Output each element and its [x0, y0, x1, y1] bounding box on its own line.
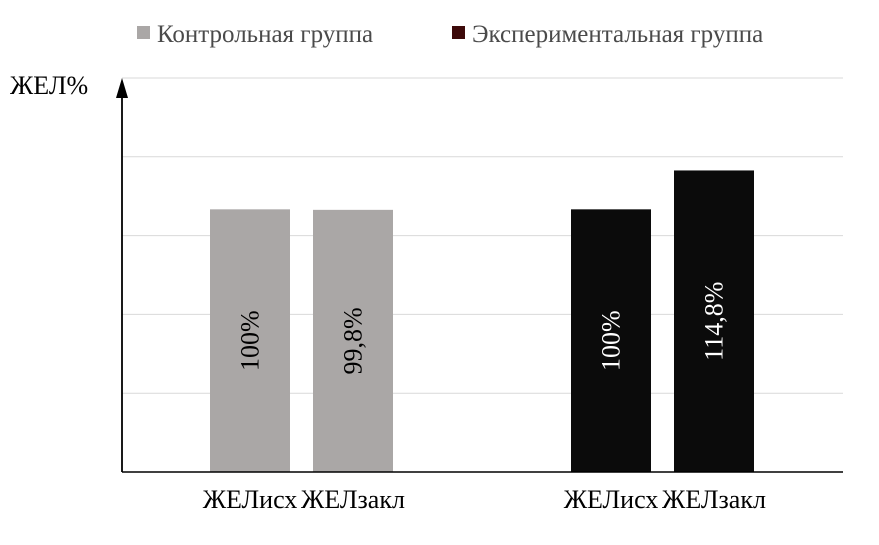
chart-legend: Контрольная группа Экспериментальная груп… [137, 21, 763, 48]
y-axis-arrow-icon [116, 78, 128, 98]
bar-1-2 [313, 209, 393, 472]
category-label-1-1: ЖЕЛисх [203, 485, 298, 514]
category-label-1-2: ЖЕЛзакл [301, 485, 405, 514]
chart-axes [116, 78, 843, 473]
legend-label-1: Контрольная группа [157, 21, 373, 48]
bar-2-1 [571, 209, 651, 473]
y-axis-label: ЖЕЛ% [10, 71, 88, 100]
chart-labels: 100% ЖЕЛисх 99,8% ЖЕЛзакл 100% ЖЕЛисх 114,8% ЖЕ… [10, 71, 766, 514]
data-label-2-2: 114,8% [700, 282, 729, 361]
category-label-2-2: ЖЕЛзакл [662, 485, 766, 514]
category-label-2-1: ЖЕЛисх [564, 485, 659, 514]
data-label-2-1: 100% [597, 310, 626, 371]
legend-swatch-2 [452, 26, 465, 39]
data-label-1-1: 100% [236, 310, 265, 371]
data-label-1-2: 99,8% [339, 307, 368, 374]
bar-2-2 [674, 170, 754, 472]
legend-swatch-1 [137, 26, 150, 39]
bar-1-1 [210, 209, 290, 473]
chart-bars [210, 170, 754, 473]
legend-label-2: Экспериментальная группа [472, 21, 763, 48]
